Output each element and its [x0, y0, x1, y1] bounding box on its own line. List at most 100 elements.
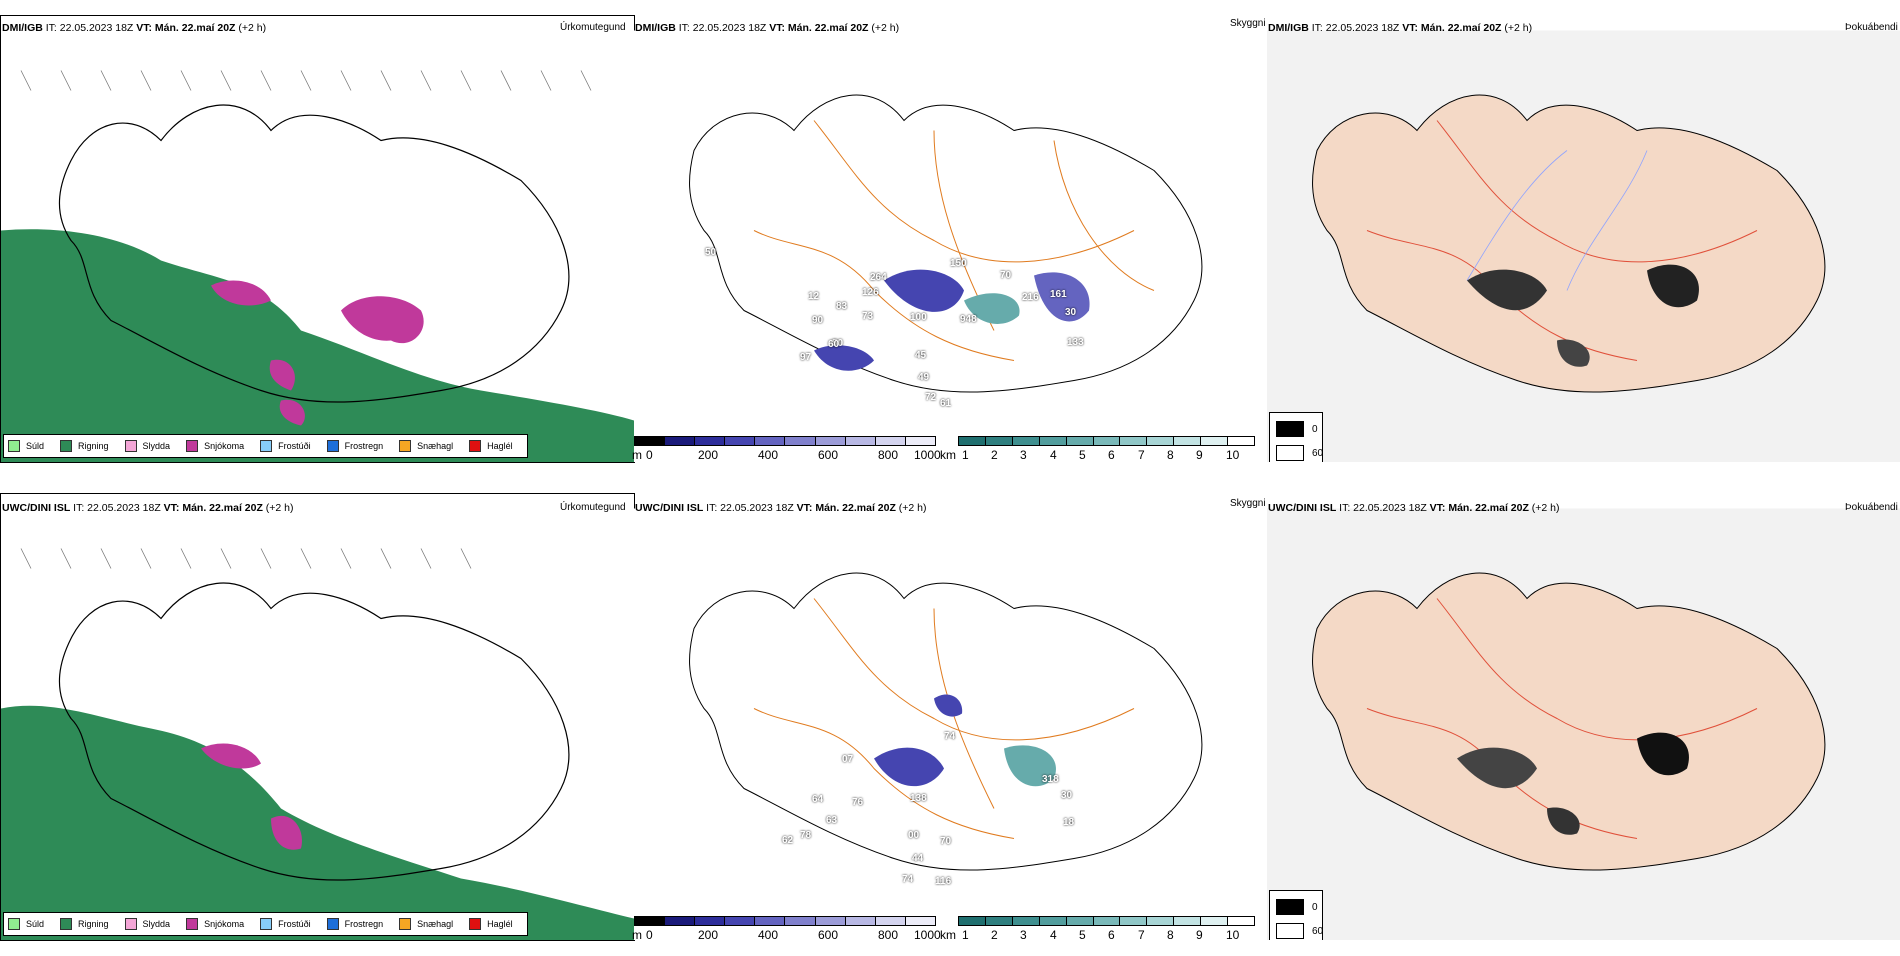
- colorbar-segment: [1012, 917, 1040, 925]
- visibility-scale-top: km 1 2 3 4 5 6 7 8 9 10: [940, 436, 1260, 476]
- scale-unit: km: [940, 928, 956, 942]
- legend-item: Súld: [8, 918, 44, 930]
- ceiling-value-label: 264: [870, 272, 887, 283]
- colorbar-segment: [1120, 437, 1148, 445]
- scale-tick: 400: [758, 928, 779, 942]
- fog-legend-row: 60: [1276, 923, 1323, 939]
- fog-map-top: [1267, 30, 1900, 462]
- lead-time: (+2 h): [1531, 502, 1560, 514]
- panel-title: Skyggni: [1230, 498, 1266, 509]
- ceiling-colorbar: [634, 436, 936, 446]
- colorbar-segment: [905, 917, 935, 925]
- legend-item: Haglél: [469, 918, 513, 930]
- colorbar-segment: [1201, 917, 1229, 925]
- precip-type-map-bottom: [1, 508, 634, 940]
- colorbar-segment: [845, 917, 876, 925]
- panel-title: Úrkomutegund: [560, 502, 626, 513]
- scale-tick: 200: [698, 928, 719, 942]
- scale-tick: 8: [1167, 448, 1174, 462]
- legend-swatch: [469, 440, 482, 452]
- legend-swatch: [326, 918, 339, 930]
- legend-swatch: [399, 918, 412, 930]
- scale-tick: 600: [818, 928, 839, 942]
- ceiling-value-label: 61: [940, 398, 952, 409]
- scale-tick: 800: [878, 448, 899, 462]
- ceiling-value-label: 83: [836, 301, 848, 312]
- legend-swatch: [8, 918, 20, 930]
- precip-type-map-top: [1, 30, 634, 462]
- scale-tick: 5: [1079, 448, 1086, 462]
- fog-swatch-black: [1276, 899, 1304, 915]
- model-label: DMI/IGB: [2, 22, 43, 34]
- ceiling-value-label: 318: [1042, 774, 1059, 785]
- ceiling-value-label: 49: [918, 372, 930, 383]
- ceiling-scale-top: m 0 200 400 600 800 1000: [632, 436, 941, 476]
- colorbar-segment: [875, 917, 906, 925]
- ceiling-value-label: 116: [935, 876, 952, 887]
- colorbar-segment: [755, 917, 786, 925]
- model-label: UWC/DINI ISL: [635, 502, 704, 514]
- legend-item: Frostúði: [260, 440, 311, 452]
- legend-item: Frostúði: [260, 918, 311, 930]
- legend-label: Slydda: [142, 919, 171, 929]
- init-time: IT: 22.05.2023 18Z: [678, 22, 767, 34]
- legend-swatch: [186, 918, 199, 930]
- legend-item: Snjókoma: [186, 918, 244, 930]
- ceiling-panel-top: [634, 16, 1267, 462]
- model-label: DMI/IGB: [1268, 22, 1309, 34]
- legend-swatch: [326, 440, 339, 452]
- legend-swatch: [469, 918, 482, 930]
- ceiling-value-label: 74: [902, 874, 914, 885]
- colorbar-segment: [695, 437, 726, 445]
- lead-time: (+2 h): [1504, 22, 1533, 34]
- ceiling-map-top: [634, 30, 1267, 462]
- colorbar-segment: [725, 917, 756, 925]
- legend-label: Frostregn: [344, 919, 384, 929]
- scale-tick: 1: [962, 928, 969, 942]
- valid-time: VT: Mán. 22.maí 20Z: [163, 502, 263, 514]
- legend-swatch: [60, 440, 73, 452]
- scale-unit: m: [632, 928, 642, 942]
- colorbar-segment: [959, 437, 986, 445]
- colorbar-segment: [1174, 437, 1202, 445]
- colorbar-segment: [815, 917, 846, 925]
- legend-label: Rigning: [78, 919, 109, 929]
- ceiling-value-label: 73: [862, 311, 874, 322]
- init-time: IT: 22.05.2023 18Z: [73, 502, 161, 514]
- colorbar-segment: [1093, 917, 1121, 925]
- legend-item: Rigning: [60, 918, 109, 930]
- scale-tick: 1000: [914, 928, 941, 942]
- scale-unit: km: [940, 448, 956, 462]
- legend-label: Haglél: [487, 919, 513, 929]
- precip-type-panel-bottom: Súld Rigning Slydda Snjókoma Frostúði Fr…: [0, 493, 635, 941]
- scale-tick: 10: [1226, 928, 1240, 942]
- ceiling-value-label: 64: [812, 794, 824, 805]
- ceiling-value-label: 70: [940, 836, 952, 847]
- ceiling-value-label: 97: [800, 352, 812, 363]
- ceiling-value-label: 30: [1065, 307, 1077, 318]
- ceiling-value-label: 72: [925, 392, 937, 403]
- init-time: IT: 22.05.2023 18Z: [45, 22, 134, 34]
- scale-tick: 600: [818, 448, 839, 462]
- legend-item: Snæhagl: [399, 918, 453, 930]
- ceiling-value-label: 161: [1050, 289, 1067, 300]
- legend-label: Frostregn: [344, 441, 384, 451]
- legend-swatch: [399, 440, 412, 452]
- lead-time: (+2 h): [238, 22, 267, 34]
- colorbar-segment: [725, 437, 756, 445]
- scale-tick: 200: [698, 448, 719, 462]
- ceiling-value-label: 62: [782, 835, 794, 846]
- ceiling-value-label: 76: [852, 797, 864, 808]
- colorbar-segment: [815, 437, 846, 445]
- legend-swatch: [8, 440, 20, 452]
- legend-label: Frostúði: [278, 441, 311, 451]
- colorbar-segment: [1012, 437, 1040, 445]
- panel-title: Þokuábendi: [1845, 502, 1898, 513]
- ceiling-value-label: 63: [826, 815, 838, 826]
- ceiling-value-label: 30: [1061, 790, 1073, 801]
- scale-tick: 1: [962, 448, 969, 462]
- init-time: IT: 22.05.2023 18Z: [1339, 502, 1427, 514]
- scale-tick: 4: [1050, 448, 1057, 462]
- legend-swatch: [260, 440, 273, 452]
- scale-tick: 7: [1138, 448, 1145, 462]
